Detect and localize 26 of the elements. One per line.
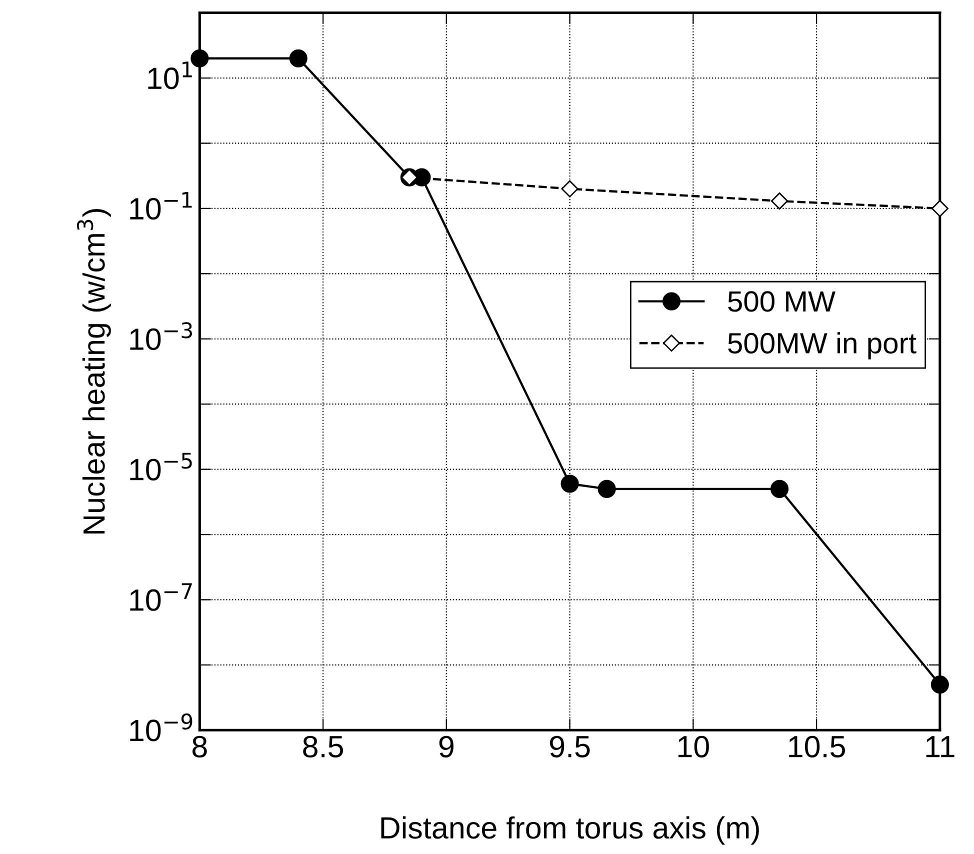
x-tick-label: 10.5 bbox=[789, 736, 845, 758]
point bbox=[561, 180, 578, 198]
point bbox=[560, 474, 579, 493]
x-tick-label: 11 bbox=[926, 736, 954, 758]
legend-label: 500MW in port bbox=[728, 332, 916, 360]
x-tick-label: 8.5 bbox=[303, 736, 343, 758]
y-tick-label: 10$^{1}$ bbox=[148, 62, 192, 90]
point bbox=[289, 49, 308, 68]
x-axis-title: Distance from torus axis (m) bbox=[381, 816, 759, 845]
legend-label: 500 MW bbox=[728, 291, 836, 312]
x-tick-label: 9.5 bbox=[550, 736, 590, 758]
x-tick-label: 10 bbox=[678, 736, 709, 758]
point bbox=[931, 200, 948, 218]
point bbox=[598, 480, 616, 498]
point bbox=[770, 192, 788, 210]
point bbox=[190, 49, 209, 68]
point bbox=[770, 480, 789, 498]
point bbox=[930, 676, 949, 694]
x-tick-label: 8 bbox=[192, 736, 207, 758]
y-tick-label: 10$^{−3}$ bbox=[130, 322, 192, 350]
x-tick-label: 9 bbox=[439, 736, 454, 758]
y-axis-title: Nuclear heating (w/cm$^{3}$) bbox=[77, 209, 111, 534]
y-tick-label: 10$^{−9}$ bbox=[130, 713, 192, 742]
y-tick-label: 10$^{−7}$ bbox=[130, 583, 192, 611]
y-tick-label: 10$^{−5}$ bbox=[130, 452, 192, 480]
y-tick-label: 10$^{−1}$ bbox=[130, 192, 192, 220]
